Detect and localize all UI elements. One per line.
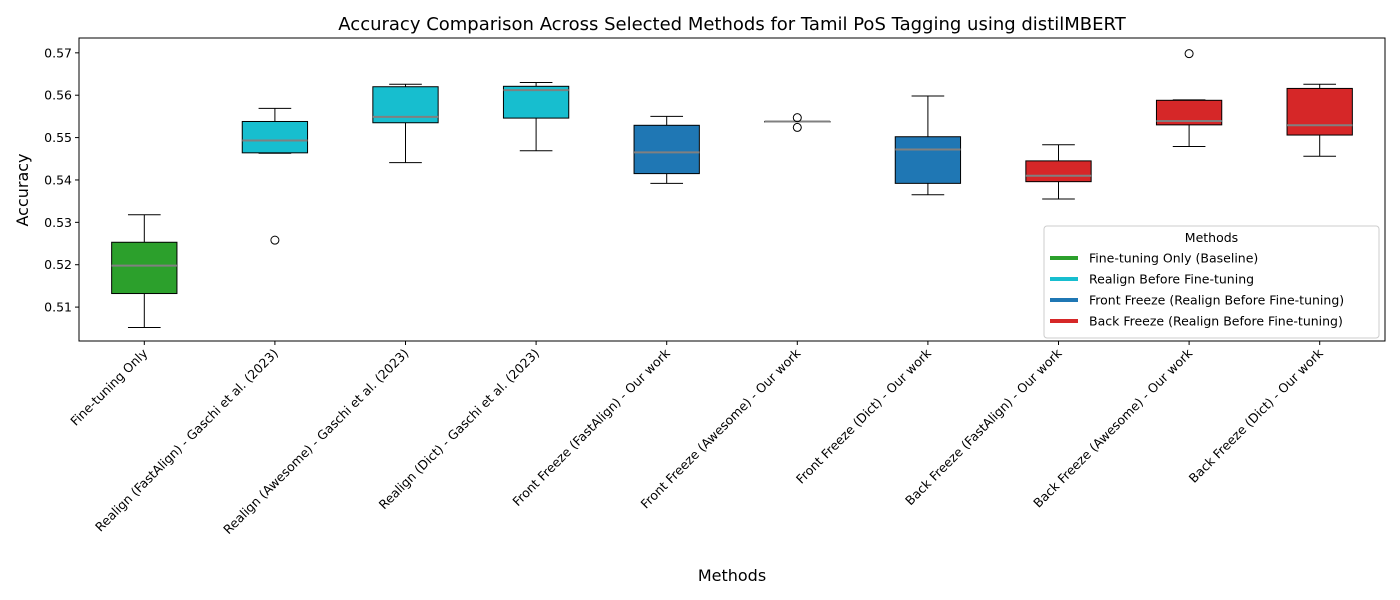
y-tick-label: 0.55 [44,130,72,145]
y-tick-label: 0.54 [44,172,72,187]
x-tick-label: Back Freeze (Awesome) - Our work [1030,345,1196,511]
plot-frame [78,37,1386,342]
box [111,241,178,295]
box [1025,160,1092,183]
box-group-10 [1286,83,1353,157]
box-group-3 [372,83,439,164]
x-tick-label: Front Freeze (Awesome) - Our work [637,345,803,511]
box-group-1 [111,214,178,328]
legend-frame [1043,225,1380,339]
box-group-6 [764,113,831,132]
legend-label: Fine-tuning Only (Baseline) [1089,251,1258,266]
box-group-5 [633,115,700,184]
x-tick-label: Fine-tuning Only [67,345,151,429]
legend-entry-1: Fine-tuning Only (Baseline) [1050,251,1258,266]
plot-area [111,49,1353,328]
x-tick-label: Front Freeze (FastAlign) - Our work [509,345,673,509]
legend-label: Realign Before Fine-tuning [1089,272,1254,287]
legend-entry-3: Front Freeze (Realign Before Fine-tuning… [1050,293,1344,308]
outlier-point-2 [792,122,802,132]
y-tick-label: 0.53 [44,215,72,230]
box-group-4 [502,81,570,152]
legend-title: Methods [1185,230,1238,245]
legend: Methods Fine-tuning Only (Baseline) Realig… [1043,225,1380,339]
box-group-8 [1025,144,1092,200]
y-axis-label: Accuracy [13,153,32,226]
legend-label: Front Freeze (Realign Before Fine-tuning… [1089,293,1344,308]
legend-entry-4: Back Freeze (Realign Before Fine-tuning) [1050,314,1343,329]
x-tick-label: Back Freeze (FastAlign) - Our work [902,345,1065,508]
box-group-2 [241,107,309,245]
chart-title: Accuracy Comparison Across Selected Meth… [338,14,1126,35]
x-tick-label: Realign (Dict) - Gaschi et al. (2023) [376,346,543,513]
x-tick-label: Front Freeze (Dict) - Our work [793,345,935,487]
box [633,124,700,175]
y-tick-label: 0.56 [44,88,72,103]
y-tick-label: 0.57 [44,45,72,60]
outlier-point-1 [792,113,802,123]
box-group-7 [894,95,962,196]
outlier-point-1 [1184,49,1194,59]
box [1286,87,1353,136]
y-tick-label: 0.51 [44,300,72,315]
legend-label: Back Freeze (Realign Before Fine-tuning) [1089,314,1343,329]
box [894,136,962,184]
box [502,85,570,119]
legend-entry-2: Realign Before Fine-tuning [1050,272,1254,287]
box-group-9 [1155,49,1223,147]
outlier-point-1 [270,235,280,245]
box [241,120,309,154]
x-axis-label: Methods [698,566,766,585]
x-tick-label: Back Freeze (Dict) - Our work [1186,345,1327,486]
y-tick-label: 0.52 [44,257,72,272]
y-axis: 0.51 0.52 0.53 0.54 0.55 0.56 0.57 [44,45,79,315]
